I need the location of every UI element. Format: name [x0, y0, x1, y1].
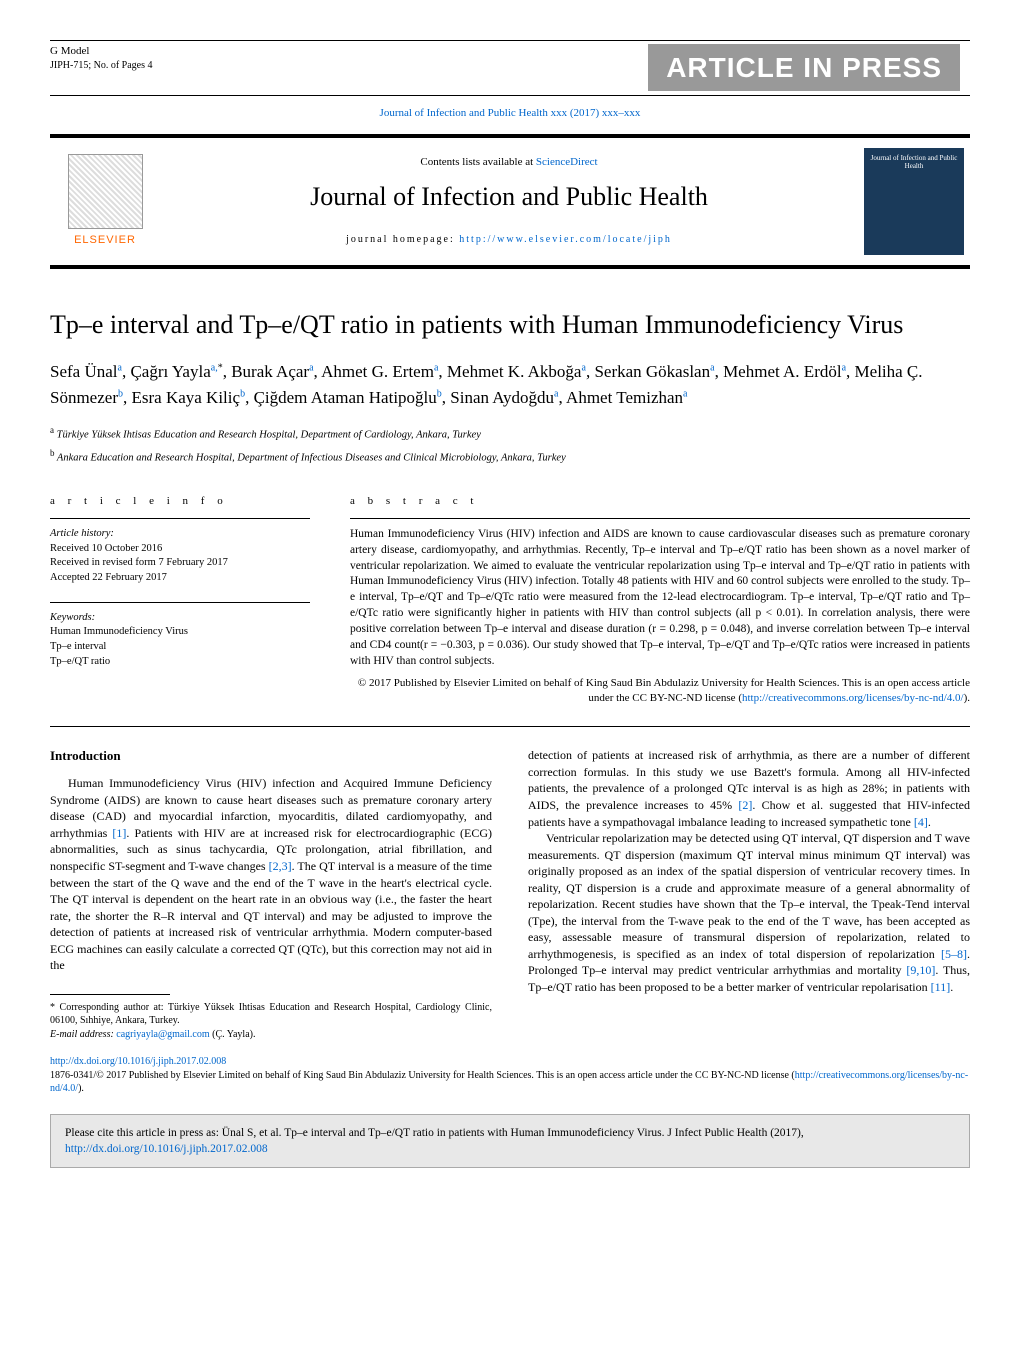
article-history: Article history: Received 10 October 201… — [50, 527, 310, 586]
author: Ahmet G. Ertema — [321, 362, 438, 381]
author: Serkan Gökaslana — [594, 362, 714, 381]
gmodel-ref: JIPH-715; No. of Pages 4 — [50, 59, 153, 73]
author: Ahmet Temizhana — [566, 388, 687, 407]
keywords-title: Keywords: — [50, 611, 310, 626]
ref-link[interactable]: [11] — [931, 980, 951, 994]
elsevier-tree-icon — [68, 154, 143, 229]
citebox-text: Please cite this article in press as: Ün… — [65, 1127, 804, 1139]
elsevier-text: ELSEVIER — [74, 233, 136, 248]
footnote-text: * Corresponding author at: Türkiye Yükse… — [50, 1001, 492, 1028]
gmodel-header: G Model JIPH-715; No. of Pages 4 ARTICLE… — [50, 44, 970, 91]
author: Çiğdem Ataman Hatipoğlub — [254, 388, 442, 407]
abstract-heading: a b s t r a c t — [350, 494, 970, 509]
corresponding-author-footnote: * Corresponding author at: Türkiye Yükse… — [50, 1001, 492, 1042]
affiliation: a Türkiye Yüksek Ihtisas Education and R… — [50, 424, 970, 443]
author: Esra Kaya Kiliçb — [131, 388, 245, 407]
body-para-1: Human Immunodeficiency Virus (HIV) infec… — [50, 775, 492, 974]
sciencedirect-link[interactable]: ScienceDirect — [536, 156, 598, 168]
homepage-url[interactable]: http://www.elsevier.com/locate/jiph — [459, 234, 672, 245]
body-para-3: Ventricular repolarization may be detect… — [528, 830, 970, 995]
ref-link[interactable]: [1] — [112, 826, 126, 840]
history-line: Accepted 22 February 2017 — [50, 571, 310, 586]
abstract-text: Human Immunodeficiency Virus (HIV) infec… — [350, 527, 970, 670]
keywords-block: Keywords: Human Immunodeficiency VirusTp… — [50, 611, 310, 670]
ref-link[interactable]: [2,3] — [269, 859, 292, 873]
body-text: Introduction Human Immunodeficiency Viru… — [50, 747, 970, 1041]
author-list: Sefa Ünala, Çağrı Yaylaa,*, Burak Açara,… — [50, 359, 970, 410]
cover-text: Journal of Infection and Public Health — [870, 154, 958, 171]
author-email[interactable]: cagriyayla@gmail.com — [116, 1029, 209, 1040]
intro-heading: Introduction — [50, 747, 492, 765]
cc-license-link[interactable]: http://creativecommons.org/licenses/by-n… — [742, 692, 964, 704]
homepage-label: journal homepage: — [346, 234, 459, 245]
ref-link[interactable]: [4] — [914, 815, 928, 829]
article-title: Tp–e interval and Tp–e/QT ratio in patie… — [50, 309, 970, 342]
author: Sefa Ünala — [50, 362, 122, 381]
doi-link[interactable]: http://dx.doi.org/10.1016/j.jiph.2017.02… — [50, 1056, 226, 1067]
journal-cover-thumb: Journal of Infection and Public Health — [864, 148, 964, 255]
contents-prefix: Contents lists available at — [420, 156, 535, 168]
affiliation: b Ankara Education and Research Hospital… — [50, 447, 970, 466]
author: Çağrı Yaylaa,* — [130, 362, 222, 381]
author: Sinan Aydoğdua — [450, 388, 558, 407]
history-line: Received in revised form 7 February 2017 — [50, 556, 310, 571]
journal-reference-link[interactable]: Journal of Infection and Public Health x… — [50, 106, 970, 121]
gmodel-label: G Model — [50, 44, 153, 59]
author: Mehmet A. Erdöla — [723, 362, 846, 381]
contents-line: Contents lists available at ScienceDirec… — [420, 155, 597, 170]
keyword: Tp–e interval — [50, 640, 310, 655]
ref-link[interactable]: [5–8] — [941, 947, 967, 961]
cite-box: Please cite this article in press as: Ün… — [50, 1114, 970, 1168]
citebox-doi-link[interactable]: http://dx.doi.org/10.1016/j.jiph.2017.02… — [65, 1143, 268, 1155]
author: Burak Açara — [231, 362, 313, 381]
keyword: Human Immunodeficiency Virus — [50, 625, 310, 640]
elsevier-logo: ELSEVIER — [50, 138, 160, 265]
journal-homepage: journal homepage: http://www.elsevier.co… — [346, 233, 672, 247]
doi-close: ). — [78, 1083, 84, 1094]
cc-close: ). — [964, 692, 970, 704]
article-in-press-banner: ARTICLE IN PRESS — [648, 44, 960, 91]
body-para-2: detection of patients at increased risk … — [528, 747, 970, 830]
ref-link[interactable]: [9,10] — [906, 963, 935, 977]
keyword: Tp–e/QT ratio — [50, 655, 310, 670]
doi-block: http://dx.doi.org/10.1016/j.jiph.2017.02… — [50, 1055, 970, 1096]
history-line: Received 10 October 2016 — [50, 542, 310, 557]
ref-link[interactable]: [2] — [738, 798, 752, 812]
email-suffix: (Ç. Yayla). — [210, 1029, 256, 1040]
author: Mehmet K. Akboğaa — [447, 362, 586, 381]
journal-title: Journal of Infection and Public Health — [310, 179, 708, 215]
history-title: Article history: — [50, 527, 310, 542]
email-label: E-mail address: — [50, 1029, 116, 1040]
abstract-copyright: © 2017 Published by Elsevier Limited on … — [350, 676, 970, 707]
doi-license-text: 1876-0341/© 2017 Published by Elsevier L… — [50, 1070, 795, 1081]
article-info-heading: a r t i c l e i n f o — [50, 494, 310, 509]
journal-header-block: ELSEVIER Contents lists available at Sci… — [50, 134, 970, 269]
